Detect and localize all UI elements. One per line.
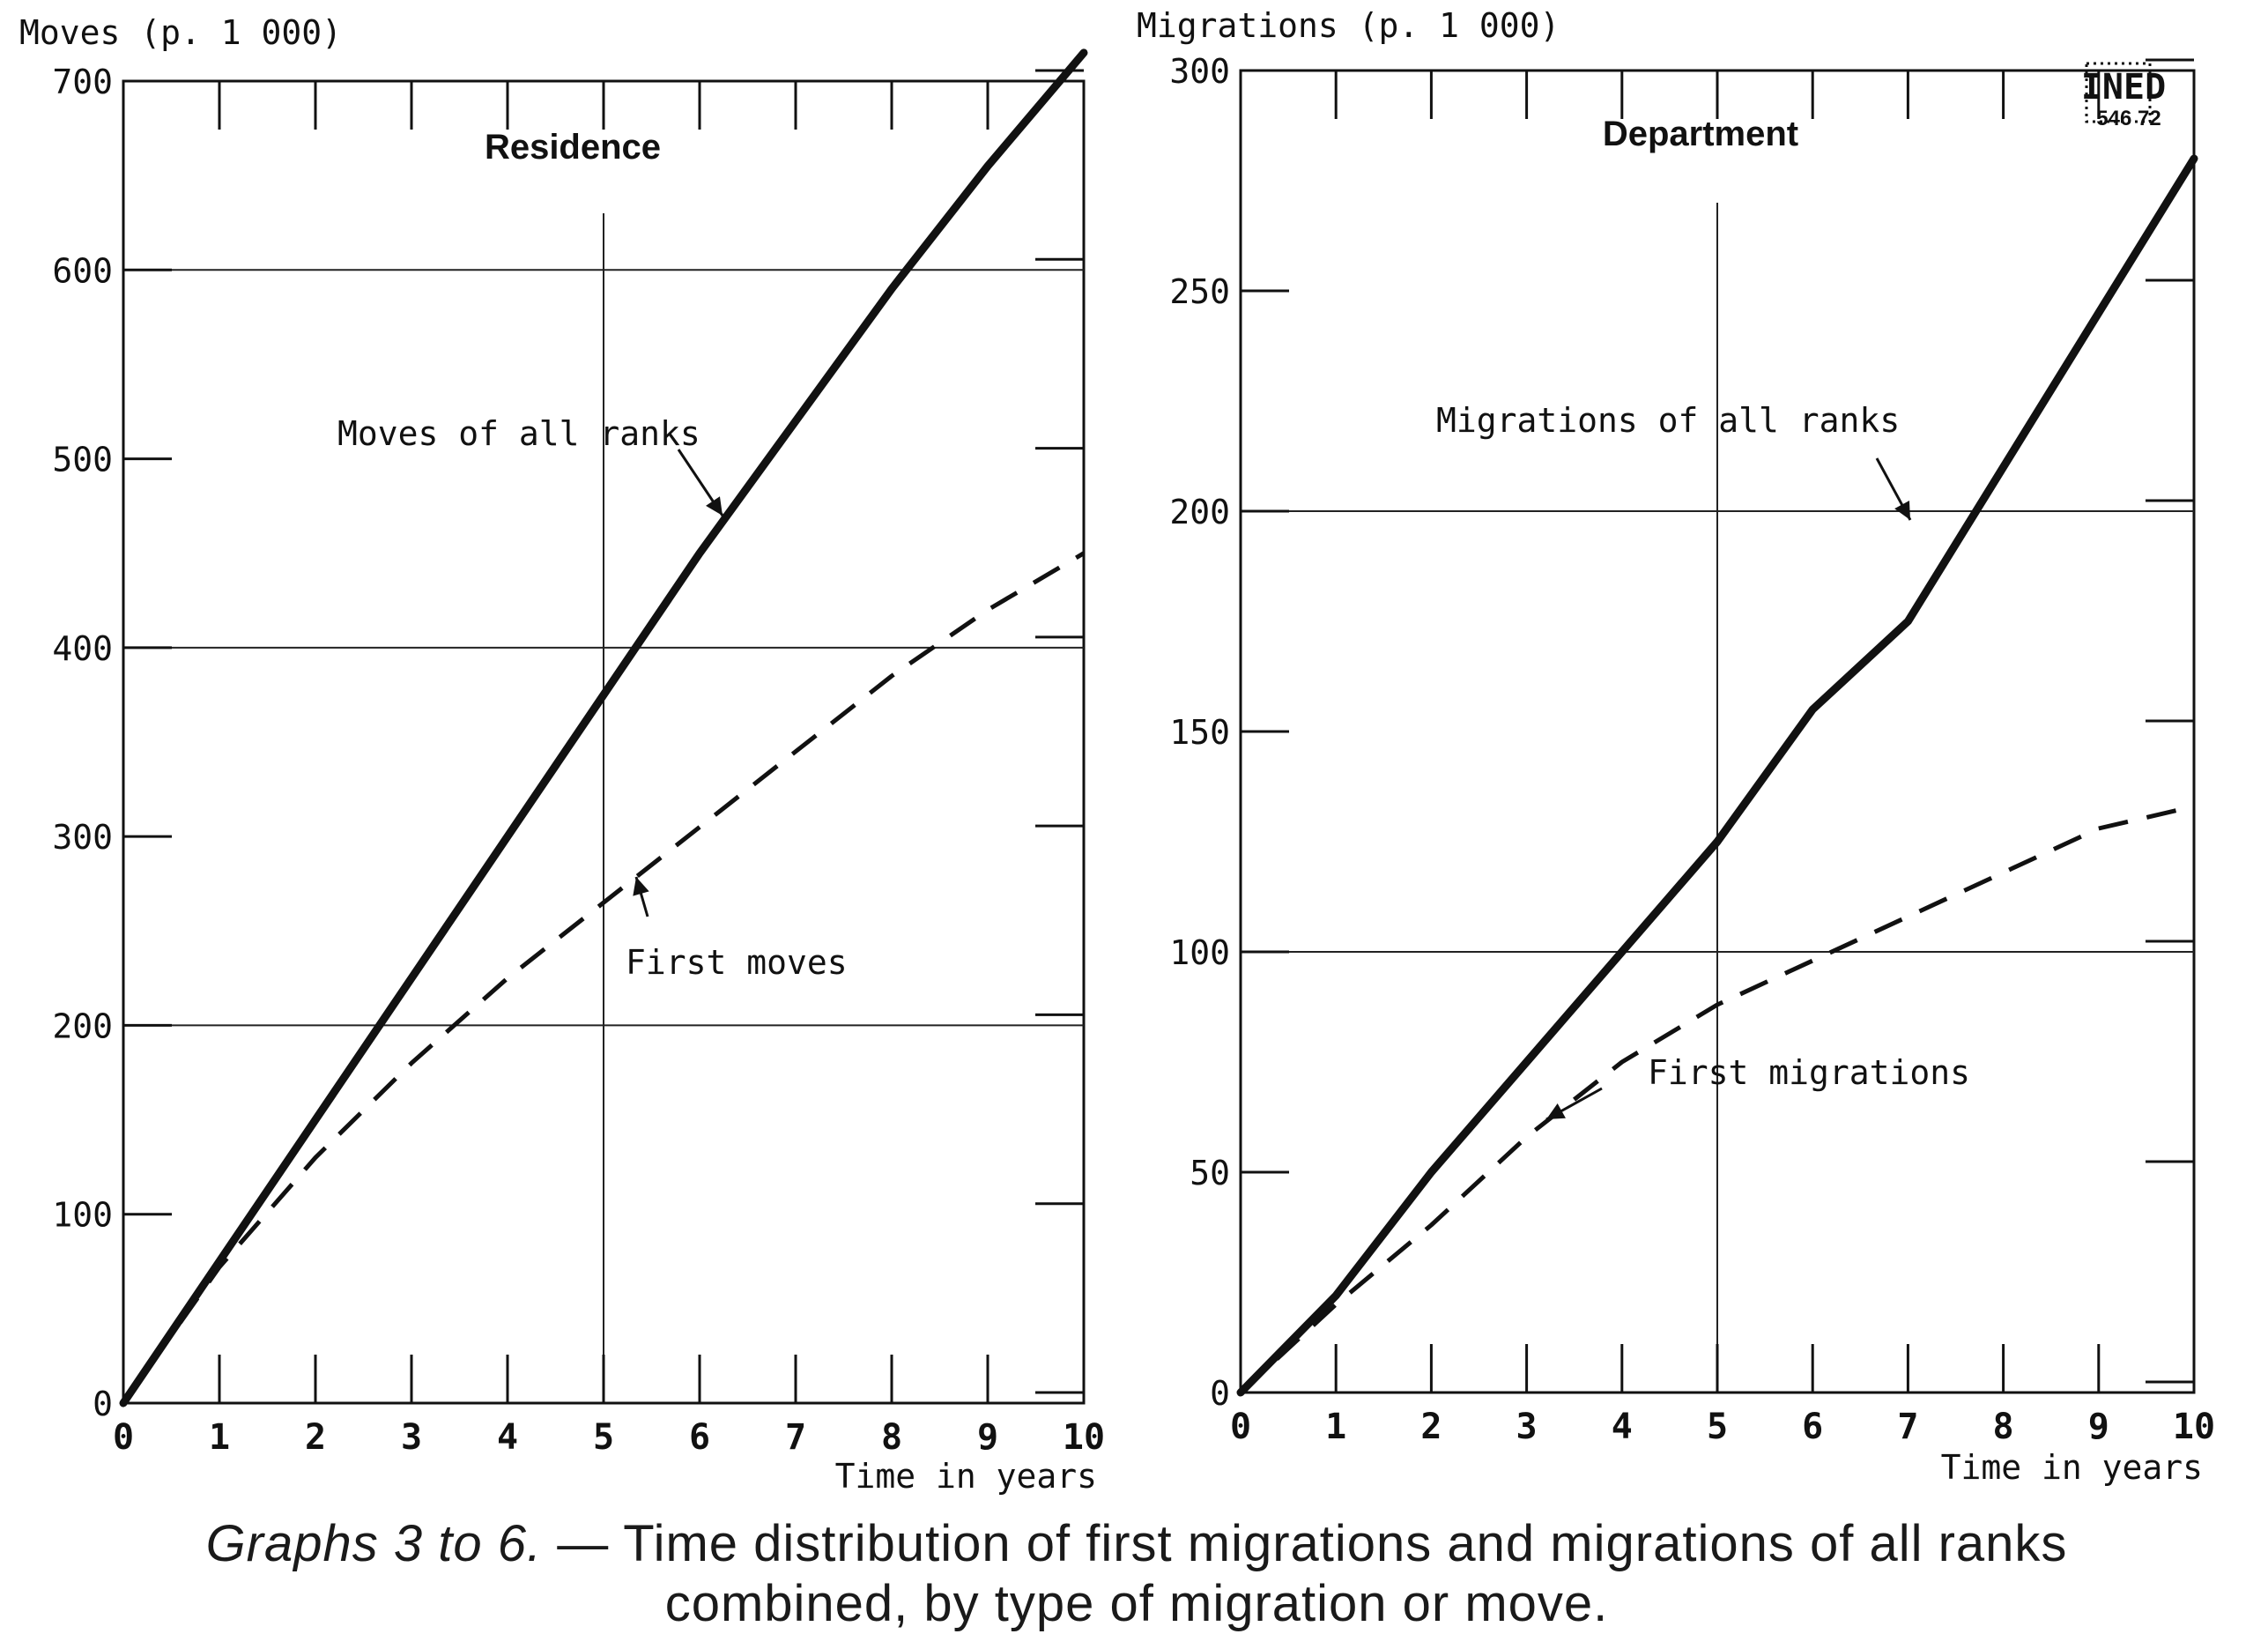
chart-residence: 0 100 200 300 400 500 600 700 0 1 2 3 4 5 6 7 8 9 10 Reside… xyxy=(19,13,1105,1496)
y-tick-label: 600 xyxy=(52,251,113,290)
x-tick-label: 0 xyxy=(113,1417,134,1458)
y-tick-label: 100 xyxy=(1169,933,1230,972)
y-tick-label: 700 xyxy=(52,63,113,101)
series-label: First migrations xyxy=(1648,1053,1970,1092)
x-tick-label: 5 xyxy=(593,1417,614,1458)
x-tick-label: 6 xyxy=(689,1417,710,1458)
caption-lead: Graphs 3 to 6. xyxy=(205,1515,543,1572)
y-tick-label: 500 xyxy=(52,441,113,479)
figure-caption: Graphs 3 to 6. — Time distribution of fi… xyxy=(88,1514,2185,1634)
x-tick-label: 7 xyxy=(785,1417,806,1458)
x-tick-label: 5 xyxy=(1707,1407,1728,1447)
series-label: Migrations of all ranks xyxy=(1436,401,1900,440)
x-tick-label: 4 xyxy=(1612,1407,1633,1447)
arrowhead-icon xyxy=(1894,501,1910,520)
y-tick-label: 0 xyxy=(1210,1374,1230,1413)
y-axis-label: Migrations (p. 1 000) xyxy=(1137,6,1560,45)
y-tick-label: 200 xyxy=(1169,493,1230,531)
chart-department: 0 50 100 150 200 250 300 0 1 2 3 4 5 6 7 8 9 10 Department… xyxy=(1137,6,2215,1487)
x-tick-label: 10 xyxy=(2173,1407,2215,1447)
ined-stamp: INED 546 72 xyxy=(2081,62,2166,130)
series-line-all-ranks xyxy=(119,48,1088,1407)
y-tick-label: 250 xyxy=(1169,272,1230,311)
x-tick-label: 0 xyxy=(1230,1407,1251,1447)
stamp-text: INED xyxy=(2081,67,2166,108)
y-axis-label: Moves (p. 1 000) xyxy=(19,13,342,52)
stamp-number: 546 72 xyxy=(2096,107,2161,130)
x-tick-label: 4 xyxy=(497,1417,518,1458)
x-tick-label: 6 xyxy=(1802,1407,1823,1447)
x-tick-label: 8 xyxy=(1993,1407,2014,1447)
y-tick-label: 300 xyxy=(1169,52,1230,91)
y-tick-label: 300 xyxy=(52,818,113,857)
caption-body: — Time distribution of first migrations … xyxy=(542,1515,2068,1632)
x-tick-label: 1 xyxy=(209,1417,230,1458)
x-tick-label: 9 xyxy=(977,1417,998,1458)
y-tick-label: 150 xyxy=(1169,713,1230,752)
y-tick-label: 200 xyxy=(52,1006,113,1045)
series-label: Moves of all ranks xyxy=(337,414,700,453)
arrowhead-icon xyxy=(633,877,649,896)
y-tick-label: 100 xyxy=(52,1196,113,1235)
chart-title: Residence xyxy=(485,128,661,167)
x-axis-label: Time in years xyxy=(1941,1448,2203,1487)
x-tick-label: 10 xyxy=(1063,1417,1105,1458)
x-tick-label: 3 xyxy=(1516,1407,1538,1447)
y-tick-label: 0 xyxy=(93,1385,113,1423)
arrowhead-icon xyxy=(706,496,723,516)
chart-title: Department xyxy=(1603,115,1798,153)
y-tick-label: 50 xyxy=(1190,1154,1230,1192)
x-tick-label: 7 xyxy=(1897,1407,1918,1447)
series-label: First moves xyxy=(626,943,848,982)
x-tick-label: 8 xyxy=(881,1417,902,1458)
x-tick-label: 1 xyxy=(1325,1407,1346,1447)
y-tick-label: 400 xyxy=(52,629,113,668)
x-tick-label: 2 xyxy=(1420,1407,1442,1447)
series-line-first xyxy=(121,551,1086,1405)
x-tick-label: 3 xyxy=(401,1417,422,1458)
x-tick-label: 2 xyxy=(305,1417,326,1458)
series-line-all-ranks xyxy=(1236,154,2198,1397)
series-line-first xyxy=(1239,804,2195,1394)
x-tick-label: 9 xyxy=(2088,1407,2109,1447)
arrowhead-icon xyxy=(1546,1103,1566,1119)
x-axis-label: Time in years xyxy=(835,1457,1097,1496)
